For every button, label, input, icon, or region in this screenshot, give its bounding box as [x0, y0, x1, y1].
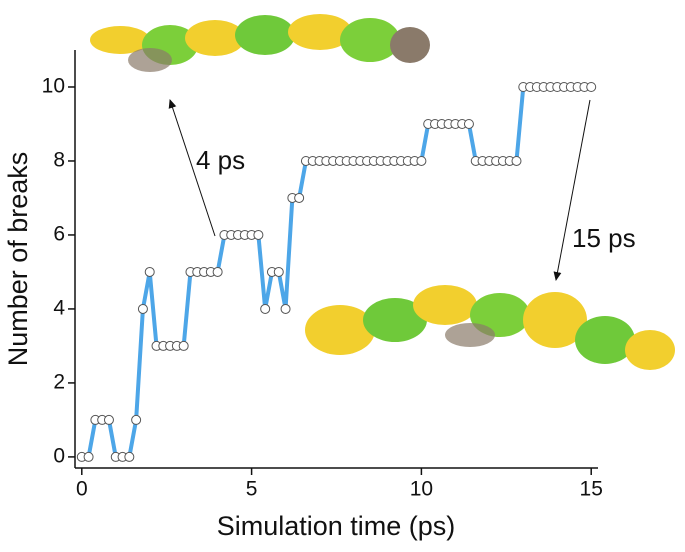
annotation: 4 ps — [196, 145, 245, 175]
data-point — [137, 303, 148, 314]
data-point — [280, 303, 291, 314]
y-axis-title: Number of breaks — [3, 152, 33, 367]
data-line — [81, 84, 592, 459]
data-point — [416, 155, 427, 166]
annotation: 15 ps — [572, 223, 636, 253]
x-tick-label: 10 — [410, 478, 433, 501]
y-tick-label: 2 — [53, 370, 65, 393]
data-point — [463, 118, 474, 129]
x-tick-label: 5 — [246, 478, 258, 501]
y-tick-label: 8 — [53, 149, 65, 172]
x-axis-title: Simulation time (ps) — [217, 511, 456, 541]
data-point — [124, 451, 135, 462]
data-point — [178, 340, 189, 351]
y-tick-label: 0 — [53, 444, 65, 467]
y-tick-label: 4 — [53, 296, 65, 319]
dna-structure-4ps — [90, 14, 430, 72]
x-tick-label: 0 — [76, 478, 88, 501]
data-point — [212, 266, 223, 277]
data-point — [586, 81, 597, 92]
data-point — [131, 414, 142, 425]
data-point — [511, 155, 522, 166]
data-point — [103, 414, 114, 425]
data-point — [253, 229, 264, 240]
annotation-arrow — [553, 99, 591, 281]
annotation-arrow — [168, 99, 216, 237]
data-point — [294, 192, 305, 203]
y-tick-label: 6 — [53, 223, 65, 246]
data-point — [144, 266, 155, 277]
x-tick-label: 15 — [580, 478, 603, 501]
y-tick-label: 10 — [42, 75, 65, 98]
data-point — [273, 266, 284, 277]
dna-structure-15ps — [305, 285, 675, 370]
data-point — [83, 451, 94, 462]
data-point — [260, 303, 271, 314]
